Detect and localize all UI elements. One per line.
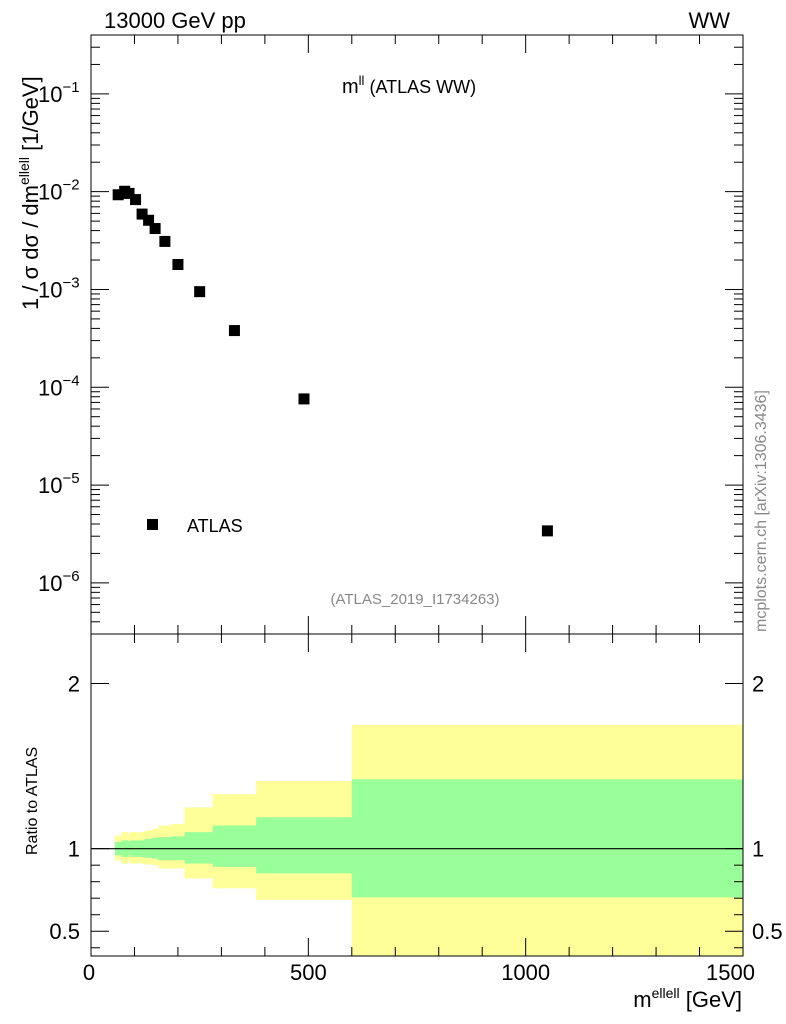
ratio-tick-label-left: 0.5 — [49, 919, 80, 944]
legend-label: ATLAS — [187, 516, 243, 536]
x-axis-label-main: m — [633, 987, 651, 1012]
header-left: 13000 GeV pp — [104, 8, 246, 33]
x-axis-label-sup: ellell — [652, 985, 680, 1001]
plot-title-sup: ll — [359, 73, 365, 88]
plot-title: mll (ATLAS WW) — [342, 73, 476, 98]
ratio-band-inner — [351, 779, 744, 898]
x-tick-label: 0 — [83, 960, 95, 985]
y-tick-mantissa: 10 — [38, 180, 62, 205]
data-point — [172, 259, 184, 271]
y-tick-exponent: −3 — [62, 274, 79, 291]
y-tick-label: 10−1 — [38, 79, 80, 107]
ratio-band-inner — [256, 817, 353, 874]
y-tick-exponent: −5 — [62, 470, 79, 487]
data-point — [130, 194, 142, 206]
data-point — [298, 393, 310, 405]
y-axis-label-sup: ellell — [16, 157, 32, 185]
data-point — [228, 325, 240, 337]
ratio-x-ticks: 0 500 1000 1500 — [83, 634, 755, 985]
data-point — [112, 189, 124, 201]
data-point — [123, 187, 135, 199]
y-tick-mantissa: 10 — [38, 375, 62, 400]
y-tick-mantissa: 10 — [38, 277, 62, 302]
y-tick-exponent: −6 — [62, 568, 79, 585]
ratio-band-inner — [184, 832, 214, 864]
ratio-tick-label-left: 1 — [68, 837, 80, 862]
y-tick-label: 10−5 — [38, 470, 80, 498]
x-tick-label: 500 — [290, 960, 327, 985]
y-tick-label: 10−3 — [38, 274, 80, 302]
ratio-y-ticks: 0.5 0.5 1 1 2 2 — [49, 672, 783, 949]
y-tick-exponent: −4 — [62, 372, 79, 389]
y-axis-label-ratio: Ratio to ATLAS — [24, 747, 41, 855]
y-tick-label: 10−2 — [38, 177, 80, 205]
main-panel: 10−110−210−310−410−510−6 mll (ATLAS WW) … — [16, 34, 744, 635]
data-point — [149, 223, 161, 235]
data-point — [159, 235, 171, 247]
x-tick-label: 1500 — [706, 960, 755, 985]
legend-marker — [147, 519, 158, 530]
data-points — [112, 185, 553, 537]
y-axis-label-part1: 1 / σ dσ / dm — [18, 185, 43, 310]
x-tick-label: 1000 — [501, 960, 550, 985]
ratio-tick-label-right: 0.5 — [752, 919, 783, 944]
ratio-tick-label-left: 2 — [68, 672, 80, 697]
data-point — [194, 286, 206, 298]
y-tick-exponent: −1 — [62, 79, 79, 96]
y-axis-label-main: 1 / σ dσ / dmellell [1/GeV] — [16, 76, 43, 310]
x-axis-label-rest: [GeV] — [680, 987, 742, 1012]
side-watermark: mcplots.cern.ch [arXiv:1306.3436] — [753, 390, 770, 632]
plot-title-main: m — [342, 76, 359, 98]
ratio-band-inner — [212, 825, 257, 867]
header-right: WW — [688, 8, 730, 33]
y-tick-mantissa: 10 — [38, 571, 62, 596]
main-y-ticks: 10−110−210−310−410−510−6 — [38, 34, 743, 635]
y-tick-mantissa: 10 — [38, 82, 62, 107]
x-axis-label: mellell [GeV] — [633, 985, 742, 1012]
analysis-id: (ATLAS_2019_I1734263) — [330, 591, 499, 608]
y-tick-exponent: −2 — [62, 177, 79, 194]
y-tick-mantissa: 10 — [38, 473, 62, 498]
data-point — [541, 525, 553, 537]
ratio-frame — [90, 633, 744, 957]
ratio-panel: 0.5 0.5 1 1 2 2 0 500 1000 1500 Ratio to ATLAS — [24, 633, 783, 985]
main-x-ticks — [90, 35, 744, 634]
data-point — [136, 208, 148, 220]
y-tick-label: 10−6 — [38, 568, 80, 596]
data-point — [143, 214, 155, 226]
y-tick-label: 10−4 — [38, 372, 80, 400]
plot-title-rest: (ATLAS WW) — [364, 77, 476, 97]
main-frame — [90, 34, 744, 635]
ratio-tick-label-right: 1 — [752, 837, 764, 862]
ratio-tick-label-right: 2 — [752, 672, 764, 697]
ratio-bands — [114, 724, 744, 956]
y-axis-label-part2: [1/GeV] — [18, 76, 43, 157]
